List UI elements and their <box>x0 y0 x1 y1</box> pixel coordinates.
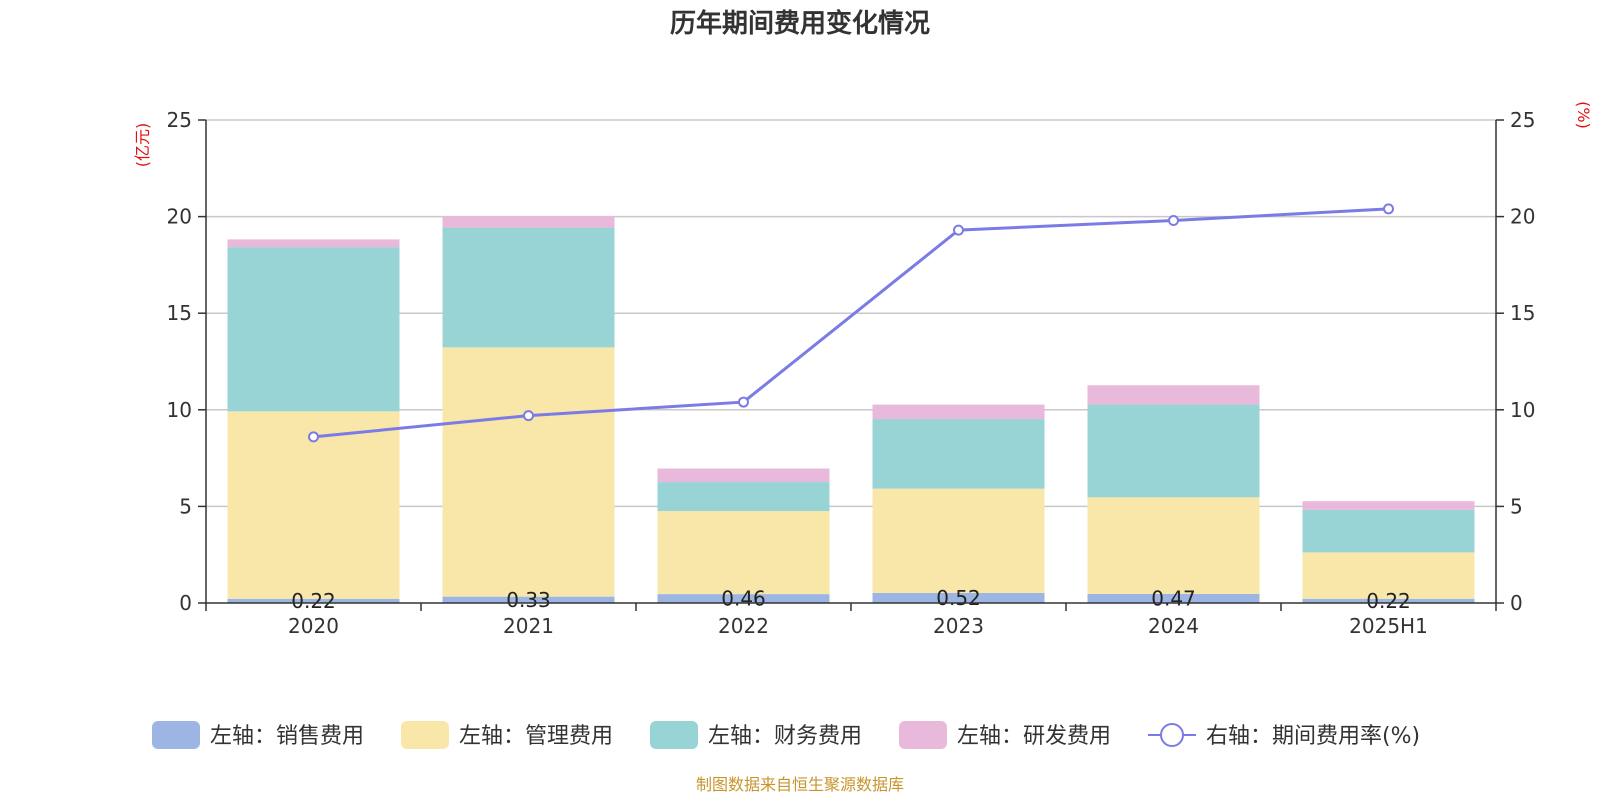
bar-segment <box>442 596 615 603</box>
line-point <box>523 410 534 422</box>
source-note: 制图数据来自恒生聚源数据库 <box>696 775 904 794</box>
x-axis-tick-label: 2020 <box>288 614 339 638</box>
axes: 0 5 10 15 20 25 0 5 10 15 20 25 2020 2021 2022 2023 2024… <box>167 108 1536 638</box>
line-point <box>308 431 319 443</box>
legend-swatch <box>152 721 200 749</box>
bar-segment <box>442 216 615 228</box>
bar-data-label: 0.52 <box>936 586 981 610</box>
bar-segment <box>1087 404 1260 498</box>
left-axis-tick-label: 15 <box>167 301 192 325</box>
bar-segment <box>227 247 400 412</box>
x-axis-tick-label: 2025H1 <box>1349 614 1428 638</box>
legend-label: 右轴：期间费用率(%) <box>1206 724 1420 749</box>
bar-segment <box>872 488 1045 593</box>
legend-label: 左轴：研发费用 <box>957 724 1111 749</box>
bar-segment <box>657 511 830 595</box>
left-axis-tick-label: 0 <box>179 591 192 615</box>
bar-data-labels: 0.22 0.33 0.46 0.52 0.47 0.22 <box>291 586 1411 613</box>
legend-swatch <box>650 721 698 749</box>
right-axis-tick-label: 10 <box>1510 398 1535 422</box>
legend-swatch <box>401 721 449 749</box>
right-axis-tick-label: 0 <box>1510 591 1523 615</box>
bar-data-label: 0.33 <box>506 588 551 612</box>
bar-segment <box>872 592 1045 603</box>
legend-label: 左轴：销售费用 <box>210 724 364 749</box>
bar-segment <box>657 468 830 483</box>
legend: 左轴：销售费用 左轴：管理费用 左轴：财务费用 左轴：研发费用 右轴：期间费用率(%) <box>152 721 1420 749</box>
bar-series <box>227 216 1475 603</box>
right-axis-tick-label: 5 <box>1510 494 1523 518</box>
bar-data-label: 0.22 <box>291 589 336 613</box>
bar-segment <box>227 411 400 599</box>
bar-data-label: 0.47 <box>1151 586 1196 610</box>
bar-data-label: 0.46 <box>721 587 766 611</box>
line-path <box>313 207 1389 439</box>
bar-segment <box>1087 385 1260 405</box>
bar-segment <box>1302 501 1475 510</box>
bar-segment <box>657 594 830 603</box>
left-axis-tick-label: 20 <box>167 205 192 229</box>
bar-segment <box>1302 552 1475 599</box>
right-axis-tick-label: 25 <box>1510 108 1535 132</box>
bar-segment <box>227 598 400 603</box>
legend-swatch <box>899 721 947 749</box>
x-axis-tick-label: 2024 <box>1148 614 1199 638</box>
line-series <box>308 203 1394 443</box>
line-point <box>953 224 964 236</box>
bar-segment <box>442 347 615 597</box>
bar-segment <box>442 227 615 348</box>
x-axis-tick-label: 2021 <box>503 614 554 638</box>
bar-segment <box>657 482 830 512</box>
bar-segment <box>1087 497 1260 594</box>
right-axis-tick-label: 20 <box>1510 205 1535 229</box>
left-axis-tick-label: 25 <box>167 108 192 132</box>
left-axis-tick-label: 10 <box>167 398 192 422</box>
line-point <box>738 396 749 408</box>
line-point <box>1383 203 1394 215</box>
x-axis-tick-label: 2023 <box>933 614 984 638</box>
bar-data-label: 0.22 <box>1366 589 1411 613</box>
grid-lines <box>206 119 1496 508</box>
bar-segment <box>227 239 400 248</box>
bar-segment <box>1302 598 1475 603</box>
left-axis-tick-label: 5 <box>179 494 192 518</box>
bar-segment <box>872 419 1045 489</box>
chart-title: 历年期间费用变化情况 <box>670 8 930 39</box>
left-axis-unit: (亿元) <box>133 123 152 168</box>
bar-segment <box>872 404 1045 420</box>
x-axis-tick-label: 2022 <box>718 614 769 638</box>
legend-label: 左轴：管理费用 <box>459 724 613 749</box>
right-axis-unit: (%) <box>1574 101 1593 129</box>
right-axis-tick-label: 15 <box>1510 301 1535 325</box>
legend-label: 左轴：财务费用 <box>708 724 862 749</box>
bar-segment <box>1087 593 1260 603</box>
bar-segment <box>1302 509 1475 553</box>
legend-marker <box>1160 723 1184 747</box>
line-point <box>1168 214 1179 226</box>
